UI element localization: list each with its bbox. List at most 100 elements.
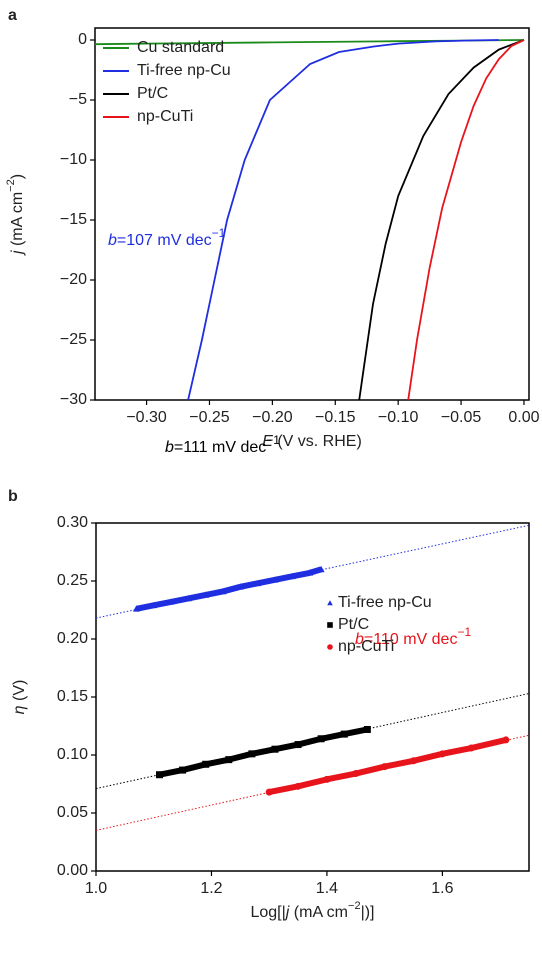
x-tick-label: 1.0 xyxy=(85,880,107,897)
legend-label: np-CuTi xyxy=(338,638,394,655)
data-band xyxy=(441,745,472,757)
data-band xyxy=(274,573,293,583)
data-band xyxy=(228,750,253,763)
y-axis-label-part: (mA cm xyxy=(9,192,26,251)
x-axis-label-part: Log[| xyxy=(250,904,285,921)
y-tick-label: 0.15 xyxy=(57,688,88,705)
data-point xyxy=(381,763,389,771)
legend-label: Ti-free np-Cu xyxy=(137,62,231,79)
data-point xyxy=(271,745,279,753)
data-point xyxy=(317,735,325,743)
y-tick-label: −15 xyxy=(60,211,87,228)
data-band xyxy=(239,580,259,590)
y-tick-label: 0 xyxy=(78,31,87,48)
legend-label: Ti-free np-Cu xyxy=(338,594,432,611)
data-point xyxy=(502,736,510,744)
data-point xyxy=(248,750,256,758)
annotation-part: b xyxy=(108,232,117,249)
y-tick-label: 0.25 xyxy=(57,572,88,589)
data-point xyxy=(202,591,210,598)
x-axis-label-part: E xyxy=(262,433,273,450)
data-point xyxy=(288,572,296,580)
data-point xyxy=(294,741,302,749)
data-point xyxy=(132,605,140,612)
data-point xyxy=(219,587,227,595)
data-band xyxy=(355,763,386,777)
annotation-part: =107 mV dec xyxy=(117,232,212,249)
data-point xyxy=(340,730,348,738)
plot-frame xyxy=(94,27,530,401)
data-point xyxy=(363,725,371,733)
data-point xyxy=(306,569,314,576)
legend-label: np-CuTi xyxy=(137,108,193,125)
x-axis-label-part: j xyxy=(284,904,290,921)
annotation-part: −1 xyxy=(457,625,471,639)
data-point xyxy=(265,788,273,796)
data-band xyxy=(384,757,415,770)
data-point xyxy=(438,750,446,758)
data-band xyxy=(181,761,207,773)
data-point xyxy=(202,760,210,768)
data-point xyxy=(323,775,331,783)
data-point xyxy=(225,756,233,764)
data-band xyxy=(251,746,276,757)
data-band xyxy=(412,750,444,764)
y-tick-label: 0.00 xyxy=(57,862,88,879)
data-line xyxy=(187,39,499,401)
annotation: b=107 mV dec−1 xyxy=(108,226,226,249)
x-tick-label: −0.20 xyxy=(252,409,293,426)
legend-label: Pt/C xyxy=(338,616,369,633)
y-tick-label: 0.05 xyxy=(57,804,88,821)
data-point xyxy=(271,576,279,583)
data-band xyxy=(274,741,299,753)
data-band xyxy=(170,595,189,605)
data-point xyxy=(317,565,325,573)
data-band xyxy=(320,731,345,742)
data-band xyxy=(158,767,184,778)
y-tick-label: −25 xyxy=(60,331,87,348)
legend-marker xyxy=(327,600,333,606)
data-point xyxy=(167,598,175,605)
x-tick-label: 1.6 xyxy=(431,880,453,897)
data-line xyxy=(358,39,525,401)
data-point xyxy=(184,594,192,602)
y-tick-label: −30 xyxy=(60,391,87,408)
data-band xyxy=(153,598,172,609)
annotation-part: −1 xyxy=(212,226,226,240)
y-axis-label-part: η xyxy=(11,705,28,714)
data-band xyxy=(187,591,207,602)
legend-label: Pt/C xyxy=(137,85,168,102)
data-band xyxy=(135,602,155,612)
annotation-part: b xyxy=(355,631,364,648)
y-axis-label-part: ) xyxy=(9,174,26,179)
x-tick-label: −0.30 xyxy=(126,409,167,426)
data-line xyxy=(407,39,525,401)
data-band xyxy=(257,576,276,587)
data-point xyxy=(156,771,164,779)
data-band xyxy=(268,783,299,796)
y-tick-label: 0.20 xyxy=(57,630,88,647)
data-point xyxy=(179,766,187,774)
data-band xyxy=(205,588,224,598)
data-band xyxy=(222,583,242,595)
data-point xyxy=(236,583,244,590)
data-point xyxy=(294,782,302,790)
y-axis-label-part: −2 xyxy=(5,179,17,192)
x-axis-label-part: (V vs. RHE) xyxy=(273,433,362,450)
data-band xyxy=(297,776,328,790)
x-tick-label: −0.10 xyxy=(378,409,419,426)
y-tick-label: −20 xyxy=(60,271,87,288)
x-axis-label-part: (mA cm xyxy=(289,904,348,921)
y-axis-label-part: (V) xyxy=(11,680,28,706)
data-band xyxy=(326,770,357,783)
x-tick-label: −0.25 xyxy=(189,409,230,426)
x-axis-label: E (V vs. RHE) xyxy=(262,433,362,450)
data-point xyxy=(150,601,158,609)
data-point xyxy=(254,579,262,587)
y-tick-label: 0.10 xyxy=(57,746,88,763)
data-point xyxy=(352,770,360,778)
legend-label: Cu standard xyxy=(137,39,224,56)
x-axis-label-part: |)] xyxy=(361,904,375,921)
